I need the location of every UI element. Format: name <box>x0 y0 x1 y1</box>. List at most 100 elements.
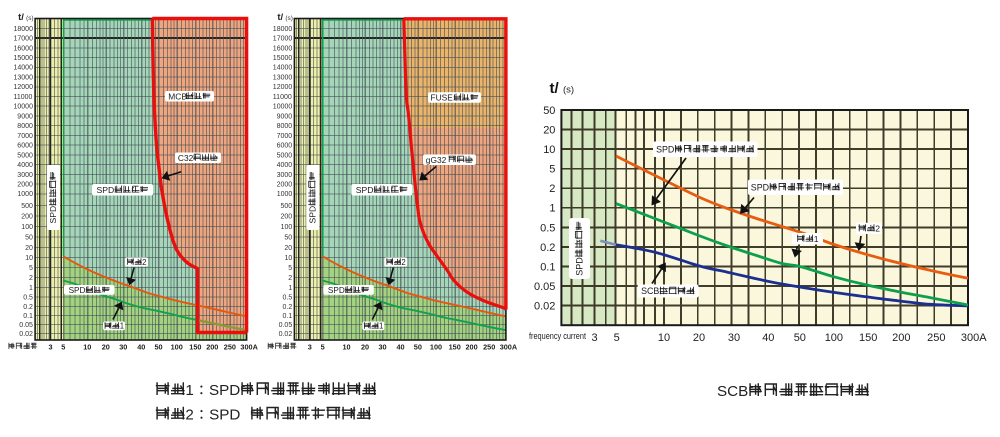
svg-text:3: 3 <box>49 343 53 352</box>
svg-text:3: 3 <box>308 343 312 352</box>
svg-text:2: 2 <box>142 258 146 267</box>
svg-text:(s): (s) <box>285 15 292 22</box>
svg-text:3000: 3000 <box>17 172 33 179</box>
svg-text:gG32: gG32 <box>426 155 447 165</box>
svg-text:2: 2 <box>29 275 33 282</box>
svg-text:20: 20 <box>102 343 110 352</box>
svg-text:0.02: 0.02 <box>534 301 555 313</box>
svg-text:300A: 300A <box>961 332 987 344</box>
svg-text:2000: 2000 <box>17 182 33 189</box>
svg-text:t/: t/ <box>277 12 283 23</box>
svg-text:SPD: SPD <box>575 257 585 276</box>
svg-text:SPD: SPD <box>209 382 240 399</box>
svg-text:50: 50 <box>284 235 292 242</box>
svg-text:0.1: 0.1 <box>23 313 33 320</box>
svg-text:t/: t/ <box>550 80 560 97</box>
svg-text:2: 2 <box>288 275 292 282</box>
svg-text:250: 250 <box>483 343 495 352</box>
svg-text:SPD: SPD <box>656 145 674 155</box>
svg-text:100: 100 <box>281 224 293 231</box>
svg-text:14000: 14000 <box>14 65 34 72</box>
svg-text:30: 30 <box>119 343 127 352</box>
svg-text:15000: 15000 <box>14 55 34 62</box>
svg-text:0.05: 0.05 <box>534 281 555 293</box>
svg-text:50: 50 <box>25 235 33 242</box>
svg-text:frequency current: frequency current <box>529 331 586 341</box>
svg-text:5: 5 <box>321 343 325 352</box>
svg-text:300A: 300A <box>240 343 258 352</box>
svg-text:150: 150 <box>859 332 877 344</box>
svg-text:2000: 2000 <box>277 182 293 189</box>
svg-text:8000: 8000 <box>277 123 293 130</box>
svg-text:1000: 1000 <box>17 191 33 198</box>
svg-text:SPD: SPD <box>328 286 345 295</box>
svg-text:6000: 6000 <box>277 143 293 150</box>
svg-text:1: 1 <box>29 285 33 292</box>
svg-text:100: 100 <box>825 332 843 344</box>
svg-text:18000: 18000 <box>273 26 293 33</box>
svg-text:5: 5 <box>29 265 33 272</box>
svg-text:(s): (s) <box>563 85 574 96</box>
svg-text:0.2: 0.2 <box>283 304 293 311</box>
svg-text:1: 1 <box>379 322 383 331</box>
svg-text:2: 2 <box>549 183 555 195</box>
svg-text:SPD: SPD <box>97 185 115 195</box>
svg-text:100: 100 <box>171 343 183 352</box>
svg-text:MCB: MCB <box>168 91 187 101</box>
svg-text:(s): (s) <box>26 15 33 22</box>
svg-text:0.1: 0.1 <box>540 261 555 273</box>
svg-text:0.1: 0.1 <box>283 313 293 320</box>
svg-text:5: 5 <box>61 343 65 352</box>
svg-text:10000: 10000 <box>14 104 34 111</box>
svg-text:FUSE: FUSE <box>431 93 454 103</box>
svg-text:50: 50 <box>794 332 806 344</box>
svg-text:250: 250 <box>224 343 236 352</box>
svg-text:1000: 1000 <box>277 191 293 198</box>
svg-text:10: 10 <box>285 255 293 262</box>
svg-text:200: 200 <box>206 343 218 352</box>
svg-text:30: 30 <box>379 343 387 352</box>
svg-text:0.05: 0.05 <box>19 322 33 329</box>
svg-text:15000: 15000 <box>273 55 293 62</box>
svg-text:17000: 17000 <box>273 36 293 43</box>
svg-text:200: 200 <box>466 343 478 352</box>
svg-text:3000: 3000 <box>277 172 293 179</box>
svg-text:16000: 16000 <box>14 45 34 52</box>
svg-text:11000: 11000 <box>273 94 292 101</box>
svg-text:1: 1 <box>814 234 819 244</box>
svg-text:5: 5 <box>549 164 555 176</box>
svg-text:10000: 10000 <box>273 104 293 111</box>
svg-text:0.5: 0.5 <box>283 295 293 302</box>
svg-text:C32: C32 <box>178 153 194 163</box>
svg-text:SCB: SCB <box>717 383 748 400</box>
svg-text:1: 1 <box>288 285 292 292</box>
svg-text:10: 10 <box>25 255 33 262</box>
svg-text:t/: t/ <box>18 12 24 23</box>
svg-text:0.05: 0.05 <box>279 322 293 329</box>
svg-text:300A: 300A <box>500 343 518 352</box>
svg-text:13000: 13000 <box>14 75 34 82</box>
svg-text:13000: 13000 <box>273 75 293 82</box>
svg-text:20: 20 <box>693 332 705 344</box>
svg-text:5: 5 <box>614 332 620 344</box>
svg-text:100: 100 <box>430 343 442 352</box>
svg-text:1: 1 <box>549 203 555 215</box>
svg-text:2: 2 <box>185 407 193 424</box>
svg-text:200: 200 <box>892 332 910 344</box>
svg-text:SPD: SPD <box>751 183 769 193</box>
svg-text:0.2: 0.2 <box>23 304 33 311</box>
svg-text:8000: 8000 <box>17 123 33 130</box>
svg-text:10: 10 <box>83 343 91 352</box>
svg-text:SPD: SPD <box>308 206 318 224</box>
svg-text:10: 10 <box>658 332 670 344</box>
svg-text:16000: 16000 <box>273 45 293 52</box>
svg-text:40: 40 <box>137 343 145 352</box>
svg-text:0.5: 0.5 <box>23 295 33 302</box>
svg-text:0.5: 0.5 <box>540 222 555 234</box>
svg-text:7000: 7000 <box>277 133 293 140</box>
svg-text:17000: 17000 <box>14 36 34 43</box>
svg-text:1: 1 <box>120 322 124 331</box>
svg-text:SCB: SCB <box>641 286 659 296</box>
svg-text:200: 200 <box>21 214 33 221</box>
svg-text:20: 20 <box>543 125 555 137</box>
